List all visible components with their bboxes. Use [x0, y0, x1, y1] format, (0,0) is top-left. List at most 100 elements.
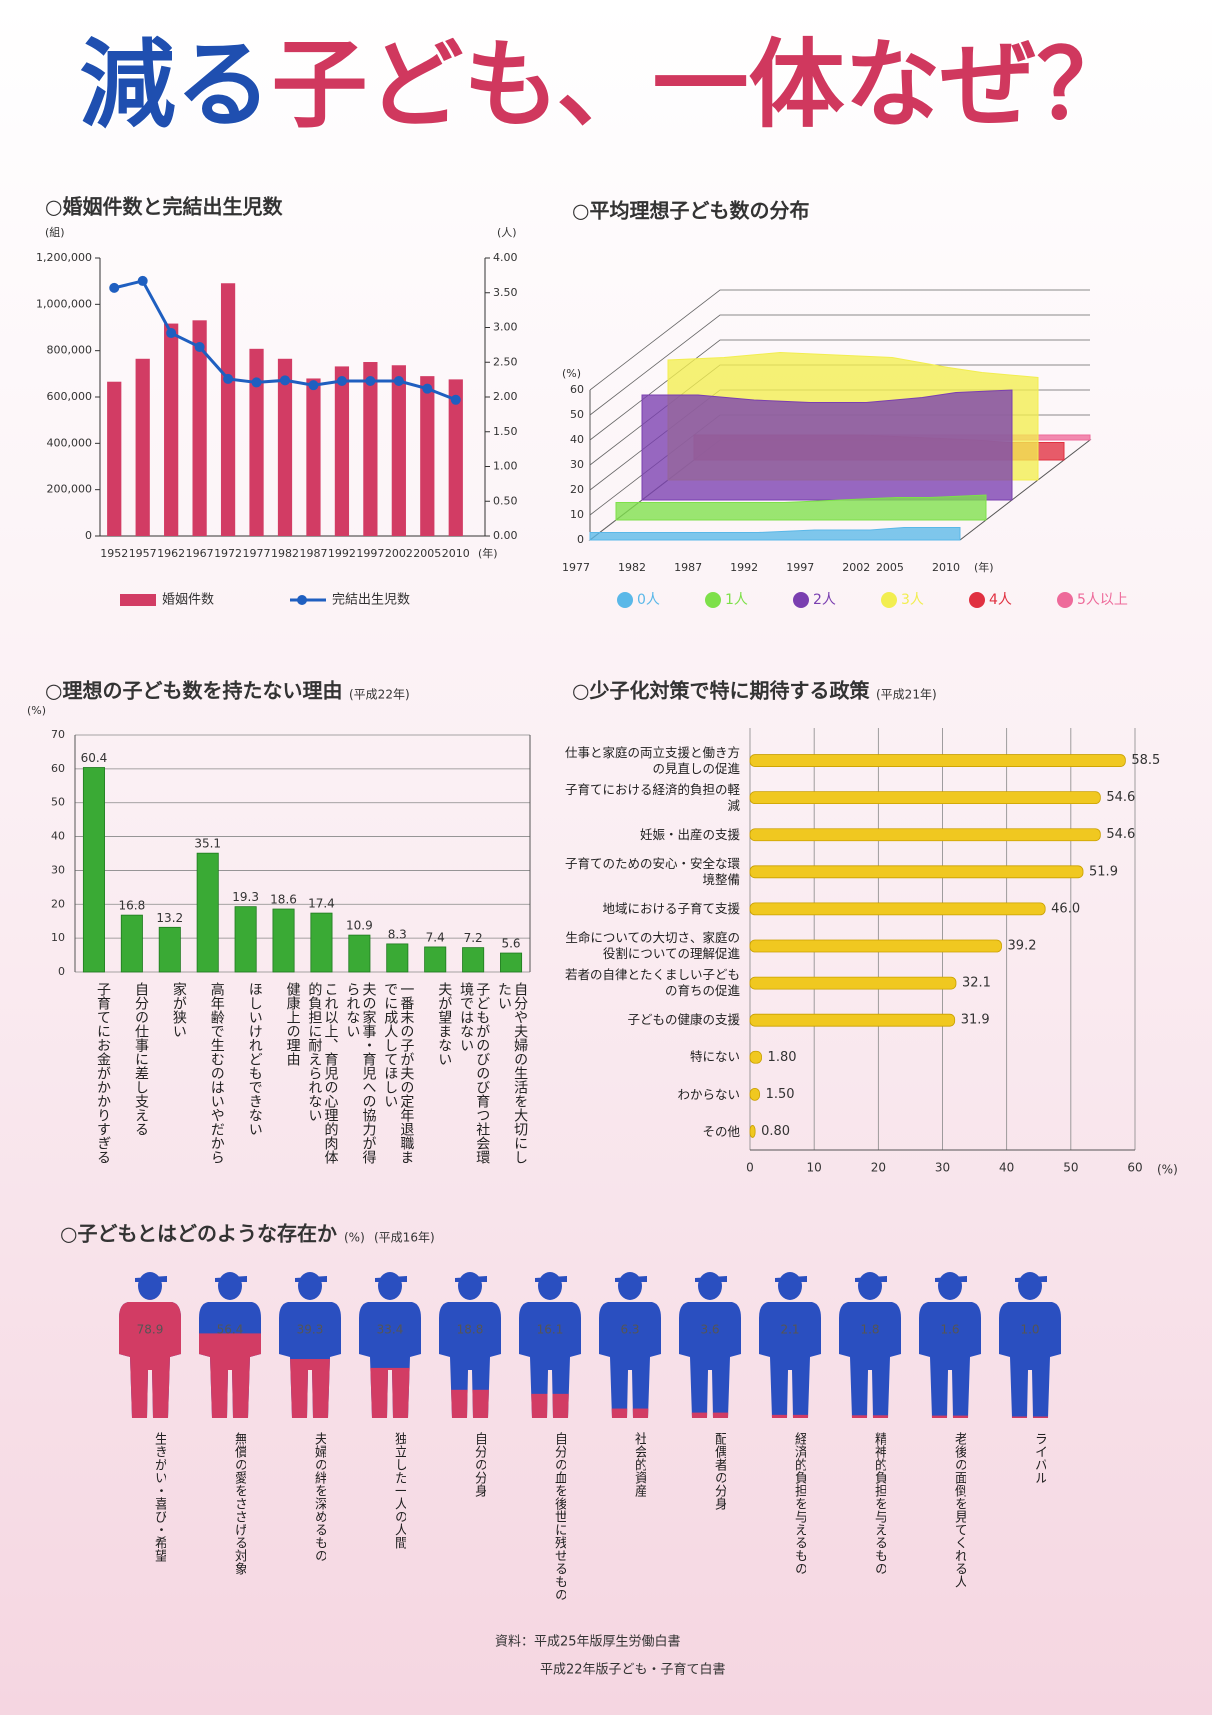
- category-label: 無償の愛をささげる対象: [232, 1432, 246, 1575]
- bar: [749, 902, 1046, 916]
- bar: [749, 828, 1101, 842]
- figure: [919, 1272, 981, 1418]
- figure-fill: [199, 1333, 261, 1418]
- legend-label: 完結出生児数: [332, 593, 410, 608]
- y-tick-label: 40: [570, 433, 584, 446]
- legend-swatch: [1057, 592, 1073, 608]
- y-tick-label: 60: [51, 762, 65, 775]
- figure-fill: [839, 1415, 901, 1418]
- x-tick-label: 40: [999, 1161, 1014, 1175]
- bar: [391, 365, 406, 536]
- y-axis-label: (%): [27, 704, 46, 717]
- legend-label: 1人: [725, 592, 748, 608]
- x-tick-label: 自分の仕事に差し支える: [132, 982, 149, 1136]
- category-label: 経済的負担を与えるもの: [792, 1432, 806, 1575]
- legend-swatch: [793, 592, 809, 608]
- figure-fill: [519, 1393, 581, 1418]
- y-tick-label: 10: [51, 931, 65, 944]
- y-tick-label: 400,000: [47, 436, 93, 449]
- legend-label: 4人: [989, 592, 1012, 608]
- value-label: 46.0: [1051, 901, 1080, 916]
- value-label: 39.3: [297, 1323, 324, 1337]
- value-label: 16.8: [119, 899, 146, 913]
- chart-title: ○理想の子ども数を持たない理由: [45, 679, 342, 703]
- line-point: [223, 373, 234, 384]
- x-tick-label: 1962: [157, 547, 185, 560]
- x-tick-label: 子どもがのびのび育つ社会環境ではない: [458, 982, 491, 1164]
- x-tick-label: 1967: [186, 547, 214, 560]
- value-label: 7.4: [426, 930, 445, 944]
- bar: [448, 379, 463, 536]
- figure-fill: [119, 1299, 181, 1418]
- x-tick-label: 子育てにお金がかかりすぎる: [95, 982, 112, 1164]
- y-tick-label: 1,000,000: [36, 297, 92, 310]
- y2-tick-label: 4.00: [493, 251, 518, 264]
- y2-tick-label: 1.50: [493, 425, 518, 438]
- bar: [749, 1050, 762, 1064]
- bar: [196, 852, 219, 973]
- poster-title: 減る子ども、一体なぜ？: [79, 29, 1132, 141]
- chart-title: ○平均理想子ども数の分布: [572, 199, 809, 223]
- legend-label: 0人: [637, 592, 660, 608]
- x-tick-label: 1977: [243, 547, 271, 560]
- chart-subtitle: (平成21年): [876, 688, 937, 702]
- x-tick-label: 1997: [786, 561, 814, 574]
- figure-fill: [999, 1416, 1061, 1418]
- x-tick-label: 高年齢で生むのはいやだから: [208, 982, 225, 1164]
- value-label: 54.6: [1106, 790, 1135, 805]
- x-tick-label: 60: [1127, 1161, 1142, 1175]
- x-tick-label: 1972: [214, 547, 242, 560]
- chart-title: ○子どもとはどのような存在か: [60, 1222, 337, 1246]
- figure: [279, 1272, 341, 1418]
- figure-fill: [359, 1367, 421, 1418]
- line-point: [166, 328, 177, 339]
- value-label: 78.9: [137, 1323, 164, 1337]
- area: [641, 389, 1013, 501]
- y-tick-label: 仕事と家庭の両立支援と働き方の見直しの促進: [565, 744, 741, 776]
- value-label: 33.4: [377, 1323, 404, 1337]
- y-tick-label: その他: [702, 1123, 740, 1139]
- legend-label: 3人: [901, 592, 924, 608]
- legend-swatch: [969, 592, 985, 608]
- area: [589, 527, 961, 541]
- x-tick-label: 30: [935, 1161, 950, 1175]
- x-tick-label: 1982: [618, 561, 646, 574]
- bar: [749, 1087, 761, 1101]
- y-tick-label: 20: [570, 483, 584, 496]
- legend-swatch: [297, 595, 307, 605]
- bar: [500, 952, 523, 973]
- legend-swatch: [705, 592, 721, 608]
- y-tick-label: 70: [51, 728, 65, 741]
- y-tick-label: 子育てにおける経済的負担の軽減: [565, 781, 741, 813]
- grid-line: [589, 289, 1090, 391]
- y-tick-label: 子どもの健康の支援: [627, 1012, 740, 1028]
- value-label: 3.6: [700, 1323, 719, 1337]
- line-point: [308, 380, 319, 391]
- legend-label: 2人: [813, 592, 836, 608]
- value-label: 6.3: [620, 1323, 639, 1337]
- bar: [158, 926, 181, 973]
- x-tick-label: 1982: [271, 547, 299, 560]
- y2-tick-label: 2.00: [493, 390, 518, 403]
- legend-swatch: [881, 592, 897, 608]
- bar: [424, 946, 447, 973]
- x-tick-label: 1992: [328, 547, 356, 560]
- y-tick-label: 60: [570, 383, 584, 396]
- figure: [519, 1272, 581, 1418]
- figure: [359, 1272, 421, 1418]
- category-label: 夫婦の絆を深めるもの: [312, 1432, 326, 1562]
- value-label: 1.50: [766, 1087, 795, 1102]
- bar: [164, 323, 179, 536]
- bar: [749, 791, 1101, 805]
- chart-title: ○婚姻件数と完結出生児数: [45, 195, 283, 219]
- y-tick-label: 生命についての大切さ、家庭の役割についての理解促進: [565, 930, 740, 961]
- value-label: 2.1: [780, 1323, 799, 1337]
- y2-tick-label: 2.50: [493, 355, 518, 368]
- x-axis-label: (%): [1157, 1163, 1178, 1177]
- line-point: [280, 375, 290, 386]
- bar: [386, 943, 409, 973]
- x-tick-label: 1952: [100, 547, 128, 560]
- x-tick-label: 2002: [842, 561, 870, 574]
- y2-tick-label: 1.00: [493, 460, 518, 473]
- category-label: 自分の血を後世に残せるもの: [552, 1432, 566, 1601]
